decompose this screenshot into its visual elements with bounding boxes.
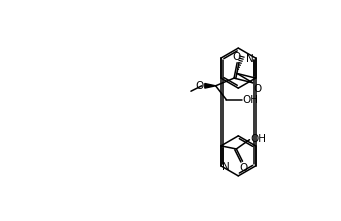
Text: N: N bbox=[246, 54, 254, 64]
Text: O: O bbox=[253, 84, 262, 93]
Polygon shape bbox=[205, 84, 216, 88]
Text: OH: OH bbox=[242, 95, 258, 105]
Text: N: N bbox=[222, 162, 230, 172]
Text: O: O bbox=[239, 163, 248, 173]
Text: OH: OH bbox=[250, 134, 266, 144]
Text: O: O bbox=[195, 81, 203, 91]
Text: O: O bbox=[232, 52, 240, 62]
